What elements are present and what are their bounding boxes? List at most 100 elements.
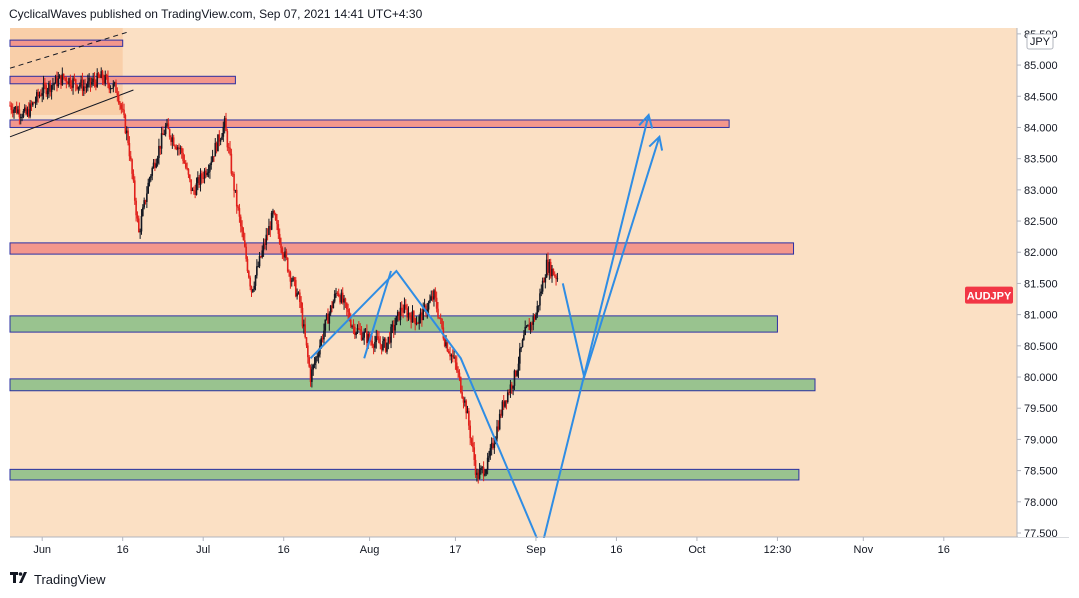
candle-body — [277, 224, 280, 234]
candle-body — [286, 257, 289, 272]
x-tick-label: Nov — [854, 544, 874, 556]
candle — [214, 138, 217, 157]
plot-background[interactable] — [10, 28, 1017, 537]
x-tick-label: 17 — [449, 544, 461, 556]
candle-body — [69, 78, 72, 86]
candle — [235, 183, 238, 214]
candle — [82, 79, 85, 97]
candle — [465, 399, 467, 420]
candle-body — [345, 302, 348, 310]
candle — [551, 265, 553, 283]
candle-body — [58, 75, 61, 79]
candle — [552, 268, 555, 276]
candle-body — [455, 362, 458, 371]
candle — [17, 105, 19, 115]
candle — [168, 128, 171, 140]
candle-body — [502, 401, 505, 407]
candle-body — [363, 332, 365, 338]
candle-body — [213, 156, 215, 157]
candle — [237, 204, 239, 211]
candle — [128, 136, 131, 161]
candle — [490, 437, 493, 456]
upper-channel-trendline — [9, 31, 129, 69]
candle-body — [107, 77, 109, 84]
candle — [364, 328, 367, 333]
candle — [277, 220, 280, 239]
candle-body — [551, 268, 553, 277]
candle — [262, 238, 265, 257]
candle-body — [226, 131, 229, 148]
candle-body — [115, 82, 117, 93]
candle — [362, 332, 364, 341]
candle-body — [14, 106, 17, 110]
candle-body — [325, 314, 328, 320]
candle-body — [139, 231, 141, 233]
candle — [537, 305, 540, 313]
candle-body — [154, 162, 156, 168]
candle-body — [136, 215, 139, 219]
candle — [88, 73, 90, 88]
candle — [441, 318, 443, 330]
candle-body — [300, 302, 302, 308]
candle-body — [105, 75, 108, 78]
candle — [274, 212, 277, 221]
candle-body — [466, 410, 469, 414]
candle — [222, 121, 225, 142]
candle — [303, 319, 305, 334]
trendline-layer — [9, 31, 134, 138]
candle — [112, 80, 115, 93]
candle-body — [194, 190, 196, 195]
candle — [292, 275, 294, 282]
candle — [328, 311, 331, 331]
candle — [272, 208, 274, 218]
y-tick-label: 85.000 — [1024, 60, 1058, 72]
candle-body — [481, 467, 484, 469]
candle-body — [76, 84, 78, 90]
candle — [33, 101, 35, 104]
candle — [211, 149, 214, 163]
resistance-zone-3 — [9, 119, 730, 128]
candle — [521, 338, 524, 348]
candle — [213, 156, 215, 162]
candle-body — [404, 304, 407, 309]
candle — [486, 452, 489, 475]
candle-body — [445, 342, 447, 347]
candle — [116, 87, 119, 102]
candle — [131, 158, 133, 180]
candle-body — [104, 75, 107, 84]
candle — [541, 277, 544, 295]
candle-body — [222, 126, 225, 137]
candle-body — [492, 442, 494, 448]
candle-body — [160, 133, 163, 149]
candle — [419, 308, 422, 324]
candle — [489, 444, 492, 460]
candle — [219, 137, 222, 146]
candle-body — [509, 384, 512, 393]
candle — [143, 197, 145, 210]
candle — [215, 141, 218, 154]
candle — [108, 82, 111, 94]
candle-body — [553, 275, 556, 276]
candle-body — [347, 309, 349, 313]
candle — [376, 330, 379, 341]
candle-body — [392, 324, 395, 331]
candle-body — [414, 318, 416, 325]
candle — [488, 450, 490, 462]
candle — [411, 305, 414, 323]
candle — [218, 130, 221, 147]
plot-area[interactable] — [10, 28, 1017, 537]
y-tick-label: 79.500 — [1024, 403, 1058, 415]
candle — [265, 227, 268, 251]
candle — [65, 76, 68, 89]
candle — [533, 313, 536, 322]
candle-body — [375, 336, 378, 342]
candle — [184, 159, 187, 170]
candle — [539, 288, 541, 311]
candle-body — [112, 83, 115, 89]
candle-body — [434, 290, 437, 298]
candle-body — [246, 258, 249, 272]
candle — [289, 270, 292, 289]
candle — [32, 101, 34, 107]
x-tick-label: 16 — [278, 544, 290, 556]
